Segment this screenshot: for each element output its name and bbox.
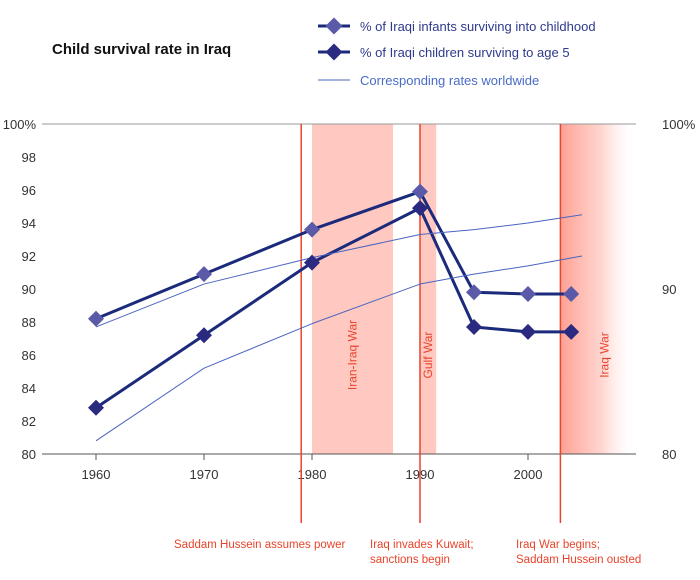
y-tick-left-9: 98 (22, 150, 36, 165)
x-tick-label-0: 1960 (82, 467, 111, 482)
data-point-s1-1 (196, 327, 212, 344)
x-tick-label-1: 1970 (190, 467, 219, 482)
event-label-2-0: Iraq War begins; (516, 539, 600, 551)
legend-label-worldwide: Corresponding rates worldwide (360, 73, 539, 88)
war-label-0: Iran-Iraq War (346, 320, 360, 390)
data-point-s1-4 (466, 318, 482, 335)
legend-label-children: % of Iraqi children surviving to age 5 (360, 45, 570, 60)
data-point-s1-5 (520, 323, 536, 340)
y-tick-left-3: 86 (22, 348, 36, 363)
y-tick-left-8: 96 (22, 183, 36, 198)
data-point-s1-3 (412, 200, 428, 217)
y-tick-left-5: 90 (22, 282, 36, 297)
y-tick-right-2: 100% (662, 117, 696, 132)
data-point-s0-2 (304, 221, 320, 238)
y-tick-left-0: 80 (22, 447, 36, 462)
series-line-2 (95, 214, 583, 328)
y-tick-right-1: 90 (662, 282, 676, 297)
y-tick-left-1: 82 (22, 414, 36, 429)
war-label-2: Iraq War (597, 332, 611, 378)
y-tick-left-10: 100% (3, 117, 37, 132)
legend: % of Iraqi infants surviving into childh… (318, 17, 596, 88)
data-point-s0-5 (520, 285, 536, 302)
event-label-2-1: Saddam Hussein ousted (516, 554, 641, 566)
y-tick-left-2: 84 (22, 381, 36, 396)
y-tick-left-6: 92 (22, 249, 36, 264)
y-tick-left-7: 94 (22, 216, 36, 231)
war-label-1: Gulf War (421, 332, 435, 379)
data-point-s0-1 (196, 266, 212, 283)
data-point-s0-3 (412, 183, 428, 200)
y-tick-left-4: 88 (22, 315, 36, 330)
series-line-3 (95, 255, 583, 442)
event-label-0-0: Saddam Hussein assumes power (174, 539, 345, 551)
period-band-1 (420, 124, 437, 454)
legend-marker-children (325, 43, 343, 61)
data-point-s1-6 (563, 323, 580, 340)
data-point-s0-6 (563, 285, 580, 302)
legend-marker-infants (325, 17, 343, 35)
x-tick-label-2: 1980 (298, 467, 327, 482)
period-band-0 (312, 124, 393, 454)
event-label-1-0: Iraq invades Kuwait; (370, 539, 474, 551)
data-point-s0-0 (88, 310, 104, 327)
event-label-1-1: sanctions begin (370, 554, 450, 566)
x-tick-label-4: 2000 (514, 467, 543, 482)
data-point-s1-2 (304, 254, 320, 271)
data-point-s1-0 (88, 399, 104, 416)
legend-label-infants: % of Iraqi infants surviving into childh… (360, 19, 596, 34)
y-tick-right-0: 80 (662, 447, 676, 462)
chart-title: Child survival rate in Iraq (52, 41, 231, 58)
data-point-s0-4 (466, 284, 482, 301)
